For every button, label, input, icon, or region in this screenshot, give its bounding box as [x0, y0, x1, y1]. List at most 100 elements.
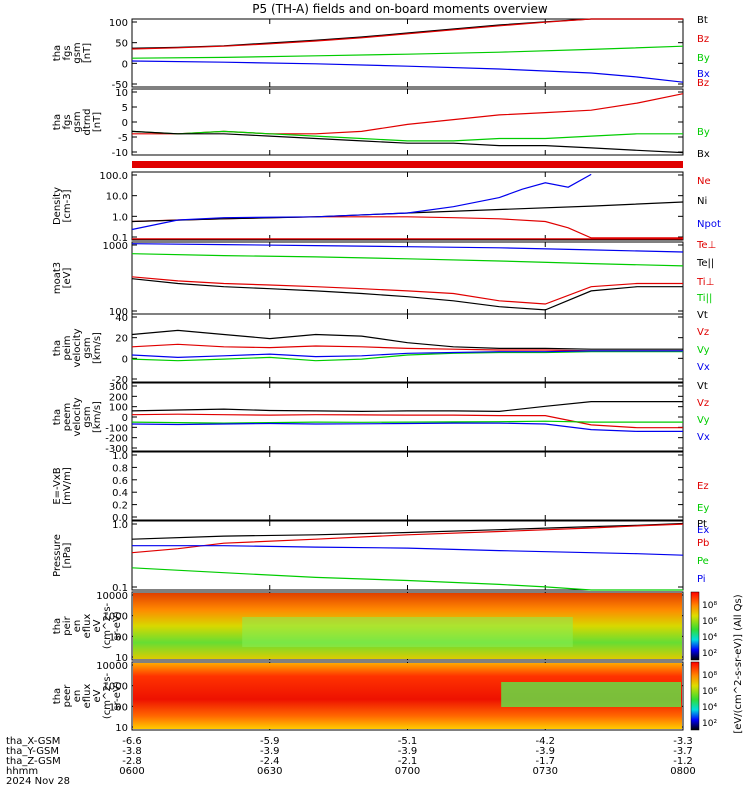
series-line-Bz — [131, 18, 683, 50]
legend-label: Pe — [697, 556, 709, 567]
y-axis-label: tha — [52, 618, 63, 634]
y-tick-label: 20 — [115, 334, 128, 345]
panel-frame — [131, 451, 684, 521]
series-line-Pt — [131, 522, 684, 540]
y-tick-label: 10000 — [96, 661, 128, 672]
y-axis-label: en — [72, 690, 83, 703]
series-line-Vx — [131, 350, 683, 359]
y-axis-label: tha — [52, 45, 63, 61]
y-tick-label: 0 — [122, 118, 128, 129]
series-line-Vt — [131, 329, 683, 350]
panel-10: tha peer en eflux eV (cm^2-s-sr-eV) 10000 1000 1… — [52, 661, 684, 734]
x-row-value: -1.7 — [535, 756, 555, 767]
y-tick-label: 10 — [115, 723, 128, 734]
series-line-By — [131, 45, 684, 59]
y-axis-label: (cm^2-s- — [102, 602, 113, 649]
y-tick-label: 100.0 — [99, 171, 128, 182]
x-row-value: -3.3 — [673, 736, 693, 747]
colorbar-tick: 10⁸ — [702, 671, 717, 681]
y-tick-label: 1.0 — [112, 451, 128, 462]
legend-label: Pb — [697, 538, 709, 549]
y-tick-label: 1000 — [103, 241, 128, 252]
series-line-Bx — [131, 130, 684, 154]
y-tick-label: 0.1 — [112, 583, 128, 594]
legend-label: Ti⊥ — [696, 277, 714, 288]
panel-frame — [131, 591, 684, 661]
chart-title: P5 (TH-A) fields and on-board moments ov… — [252, 2, 548, 16]
x-row-value: -3.8 — [122, 746, 142, 757]
series-line-Pb — [131, 523, 684, 554]
x-row-label: tha_Y-GSM — [6, 746, 59, 757]
y-tick-label: -5 — [118, 133, 128, 144]
y-tick-label: 50 — [115, 39, 128, 50]
y-axis-label: en — [72, 620, 83, 633]
panel-9: tha peir en eflux eV (cm^2-s-sr-eV) 10000 1000 1… — [52, 591, 684, 664]
y-tick-label: 1000 — [103, 612, 128, 623]
y-tick-label: 10 — [115, 88, 128, 99]
series-line-Bz — [132, 93, 684, 135]
x-row-value: -3.9 — [260, 746, 280, 757]
series-line-Vt — [131, 401, 683, 413]
legend-label: Bz — [697, 78, 709, 89]
y-axis-label: tha — [52, 340, 63, 356]
y-tick-label: 0 — [122, 413, 128, 424]
y-tick-label: 10 — [115, 653, 128, 664]
y-tick-label: 0.6 — [112, 476, 128, 487]
y-axis-label: [km/s] — [92, 332, 103, 364]
y-tick-label: 100 — [109, 403, 128, 414]
y-axis-label: fgs — [62, 45, 73, 60]
panel-1: tha fgs gsm [nT] 100 50 0 -50 Bt Bz By Bx — [52, 15, 710, 91]
series-line-unnamed — [131, 243, 684, 253]
spectrogram-region — [501, 682, 681, 707]
panel-5: tha peim velocity gsm [km/s] 40 20 0 -20 Vt Vz Vy Vx — [52, 310, 710, 386]
y-axis-label: tha — [52, 409, 63, 425]
y-axis-label: eV — [92, 619, 103, 632]
series-line-Ti|| — [131, 253, 684, 267]
panel-frame — [131, 241, 684, 315]
legend-label: Pt — [697, 519, 707, 530]
y-axis-label: (cm^2-s- — [102, 672, 113, 719]
y-axis-label: peim — [62, 335, 73, 360]
y-axis-label: moat3 — [52, 262, 63, 294]
y-tick-label: 300 — [109, 382, 128, 393]
y-axis-label: gsm — [72, 111, 83, 132]
series-line-Ne — [131, 216, 683, 239]
x-row-value: -3.9 — [535, 746, 555, 757]
series-line-Ti⊥ — [131, 276, 683, 305]
y-tick-label: -20 — [112, 375, 128, 386]
y-tick-label: -300 — [105, 444, 128, 455]
legend-label: Vy — [697, 415, 710, 426]
panel-6: tha peem velocity gsm [km/s] 3002001000-100-2… — [52, 381, 710, 455]
y-axis-label: velocity — [72, 328, 83, 367]
y-tick-label: 0.0 — [112, 513, 128, 524]
panel-8: Pressure [nPa] 1.0 0.1 Pt Pb Pe Pi — [52, 519, 709, 594]
panel-frame — [131, 661, 684, 731]
legend-label: Vt — [697, 310, 708, 321]
y-axis-label: tha — [52, 114, 63, 130]
legend-label: Vy — [697, 345, 710, 356]
y-tick-label: 5 — [122, 103, 128, 114]
colorbar: 10⁸ 10⁶ 10⁴ 10² 10⁸ 10⁶ 10⁴ 10² [eV/(cm^2-s-sr-e… — [690, 591, 744, 734]
y-tick-label: 40 — [115, 313, 128, 324]
series-line-Npot — [131, 173, 592, 231]
legend-label: Te|| — [696, 258, 714, 269]
y-tick-label: -10 — [112, 148, 128, 159]
colorbar-tick: 10² — [702, 719, 717, 729]
x-row-value: 0600 — [119, 766, 144, 777]
legend-label: Bx — [697, 149, 710, 160]
series-line-Pi — [132, 545, 684, 556]
y-axis-label: [nT] — [82, 43, 93, 63]
y-axis-label: [nPa] — [62, 542, 73, 568]
x-row-value: -5.1 — [398, 736, 418, 747]
y-tick-label: 1.0 — [112, 520, 128, 531]
x-row-value: -3.7 — [673, 746, 693, 757]
y-axis-label: gsm — [72, 42, 83, 63]
y-tick-label: -100 — [105, 423, 128, 434]
series-line-Bx — [131, 60, 684, 83]
y-tick-label: -200 — [105, 434, 128, 445]
y-tick-label: 100 — [109, 18, 128, 29]
colorbar-strip — [690, 591, 700, 661]
series-line-Te|| — [131, 278, 683, 311]
